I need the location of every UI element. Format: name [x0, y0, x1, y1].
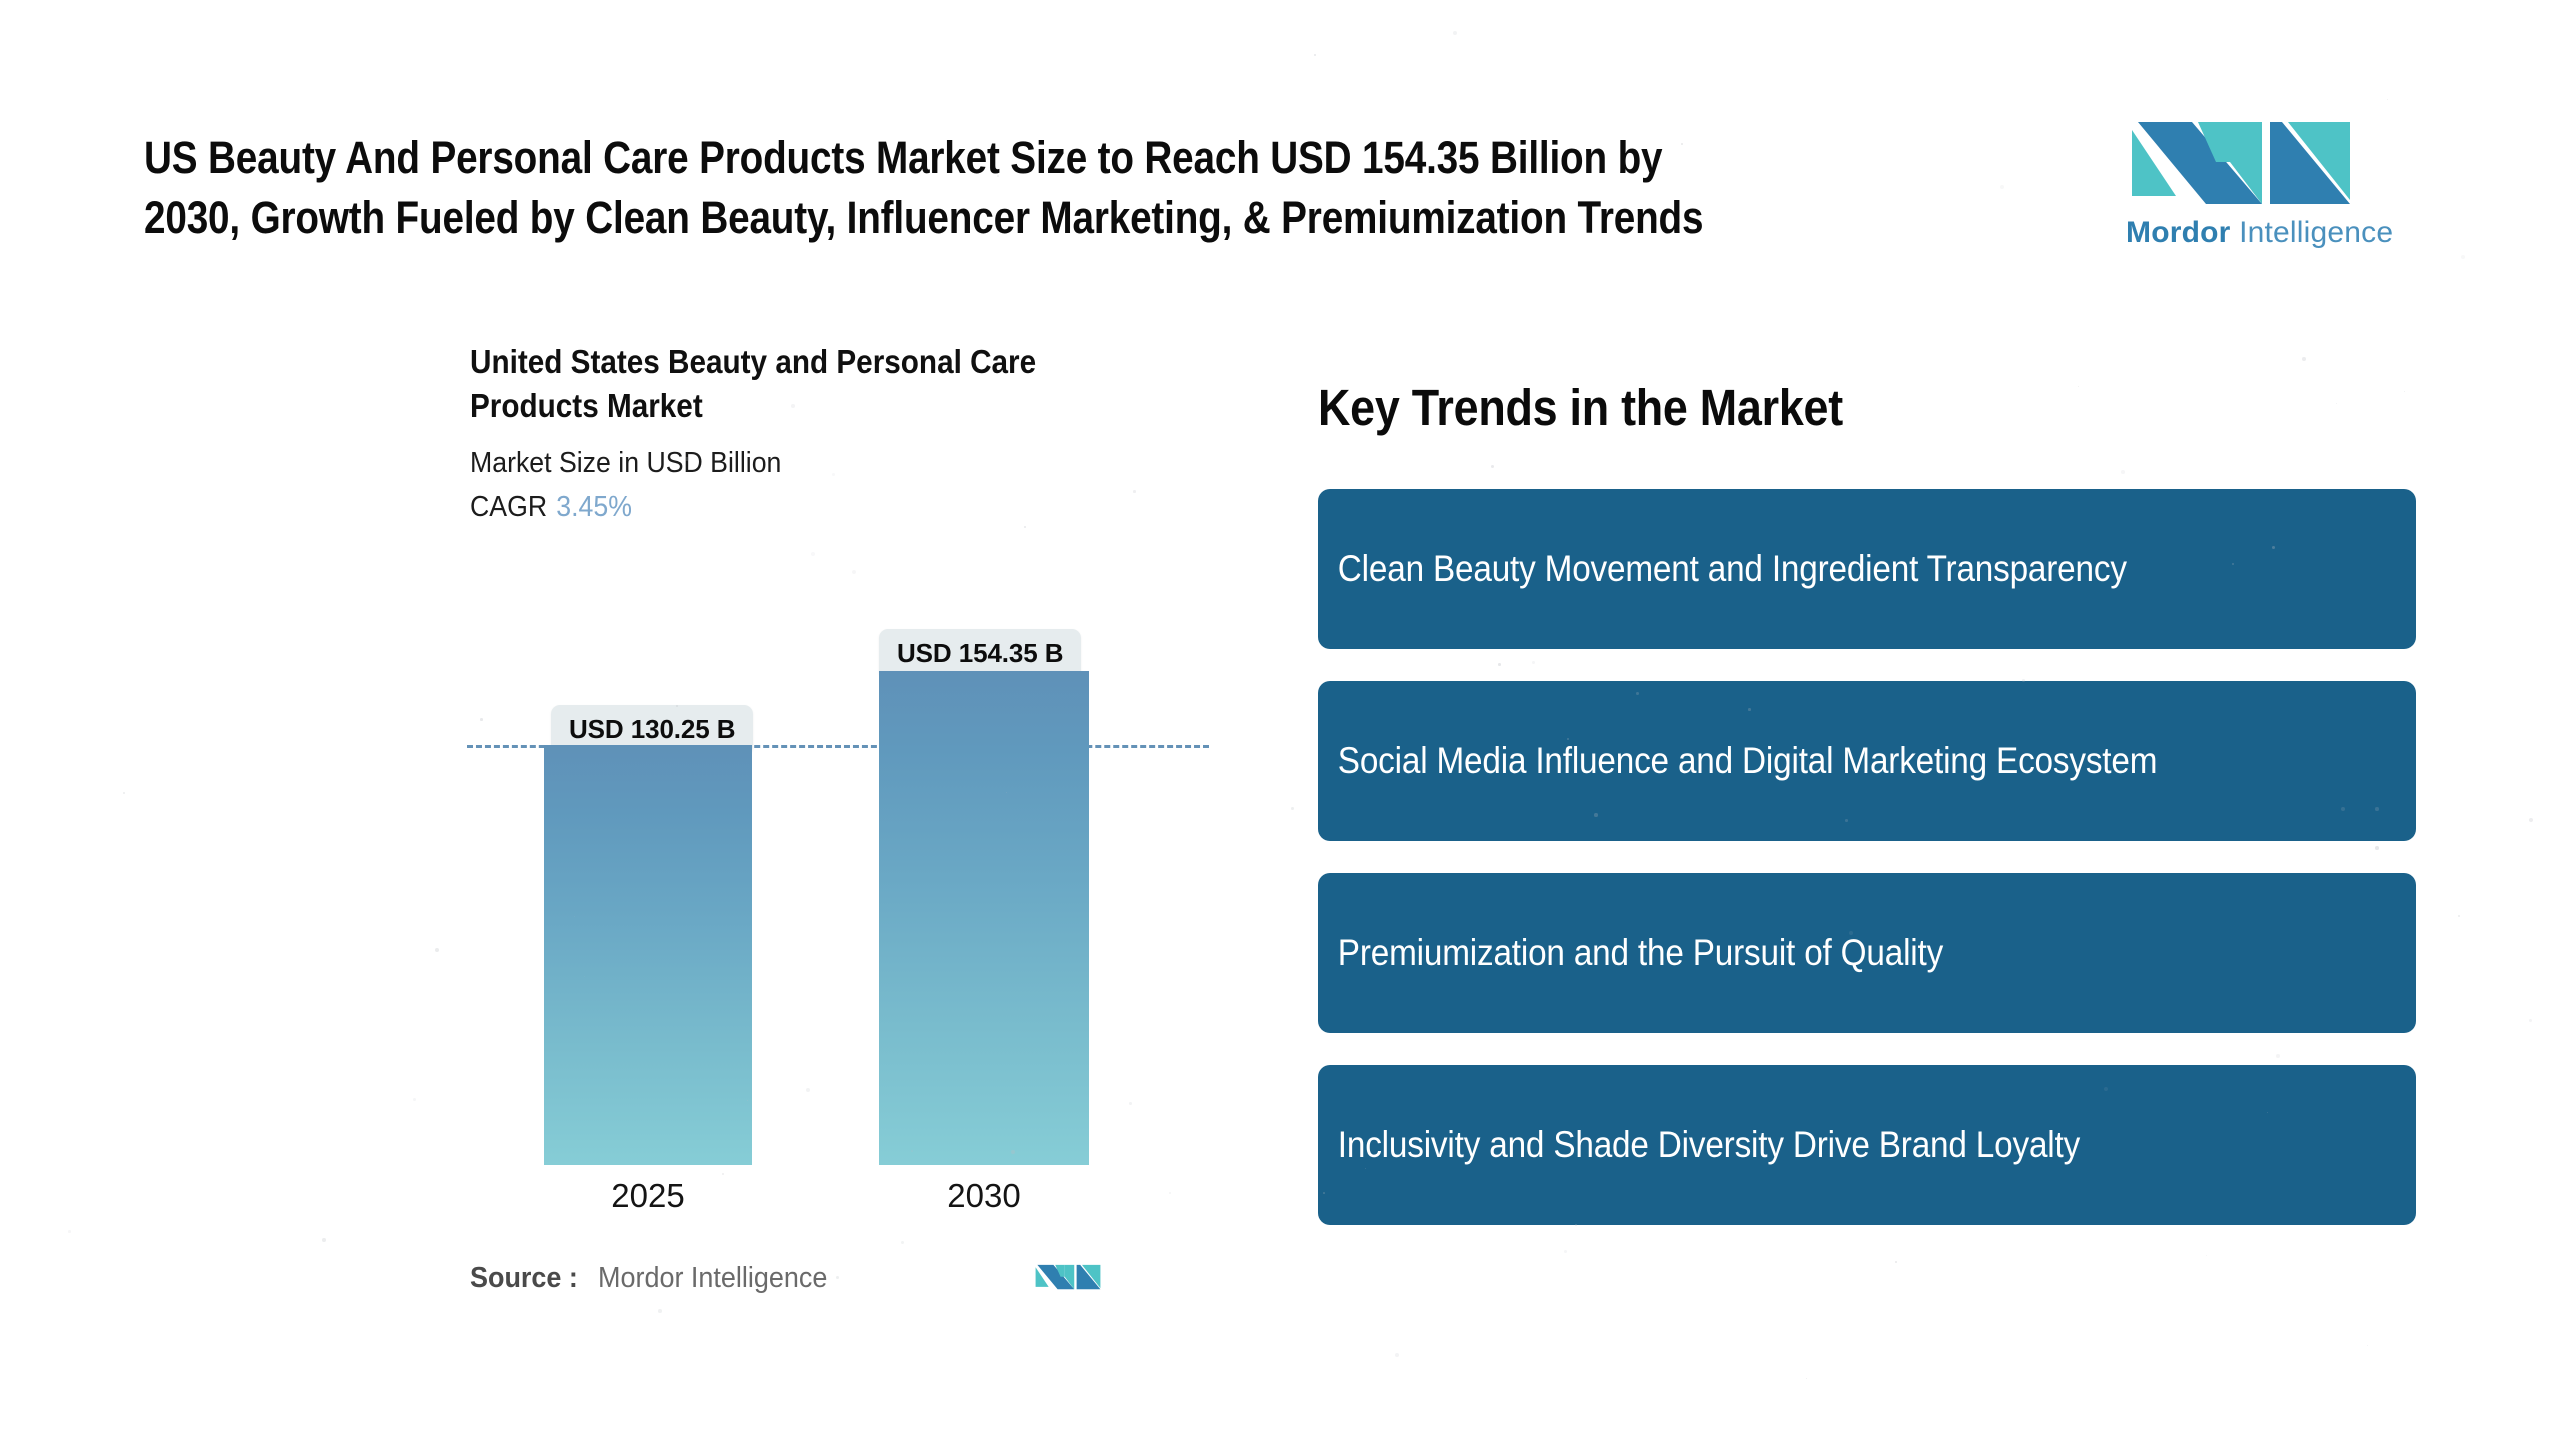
trend-card-label: Social Media Influence and Digital Marke…	[1337, 740, 2158, 781]
chart-cagr-row: CAGR 3.45%	[470, 491, 1151, 524]
source-label: Source :	[470, 1262, 578, 1294]
x-axis-label-2030: 2030	[947, 1177, 1021, 1214]
bar-2025	[544, 745, 752, 1165]
source-row: Source : Mordor Intelligence	[470, 1260, 1110, 1320]
cagr-label: CAGR	[470, 491, 548, 524]
bar-value-label-2030: USD 154.35 B	[879, 629, 1082, 692]
brand-word-intelligence: Intelligence	[2239, 216, 2394, 249]
chart-panel: United States Beauty and Personal Care P…	[467, 340, 1210, 1300]
source-value: Mordor Intelligence	[598, 1262, 828, 1294]
mordor-m-logo-small-icon	[1035, 1254, 1101, 1296]
brand-word-mordor: Mordor	[2126, 216, 2231, 249]
page-headline: US Beauty And Personal Care Products Mar…	[144, 132, 1704, 244]
trend-card-label: Premiumization and the Pursuit of Qualit…	[1337, 932, 1944, 973]
chart-title: United States Beauty and Personal Care P…	[470, 343, 1037, 425]
trend-card[interactable]: Premiumization and the Pursuit of Qualit…	[1318, 873, 2416, 1033]
mordor-m-logo-icon	[2130, 100, 2352, 212]
trend-card[interactable]: Clean Beauty Movement and Ingredient Tra…	[1318, 489, 2416, 649]
brand-logo-wordmark: Mordor Intelligence	[2126, 216, 2393, 249]
trend-card-label: Inclusivity and Shade Diversity Drive Br…	[1337, 1124, 2081, 1165]
trend-card[interactable]: Inclusivity and Shade Diversity Drive Br…	[1318, 1065, 2416, 1225]
x-axis-label-2025: 2025	[611, 1177, 685, 1214]
chart-subtitle: Market Size in USD Billion	[470, 447, 782, 480]
brand-logo: Mordor Intelligence	[2126, 100, 2393, 250]
key-trends-heading: Key Trends in the Market	[1318, 379, 1843, 436]
bar-chart-plot-area: USD 130.25 B USD 154.35 B 2025 2030	[467, 595, 1209, 1214]
key-trends-panel: Key Trends in the Market Clean Beauty Mo…	[1318, 378, 2430, 1257]
bar-2030	[879, 671, 1089, 1165]
cagr-value: 3.45%	[556, 491, 632, 524]
trend-card[interactable]: Social Media Influence and Digital Marke…	[1318, 681, 2416, 841]
trend-card-label: Clean Beauty Movement and Ingredient Tra…	[1337, 548, 2127, 589]
reference-dashed-line	[467, 745, 1209, 748]
